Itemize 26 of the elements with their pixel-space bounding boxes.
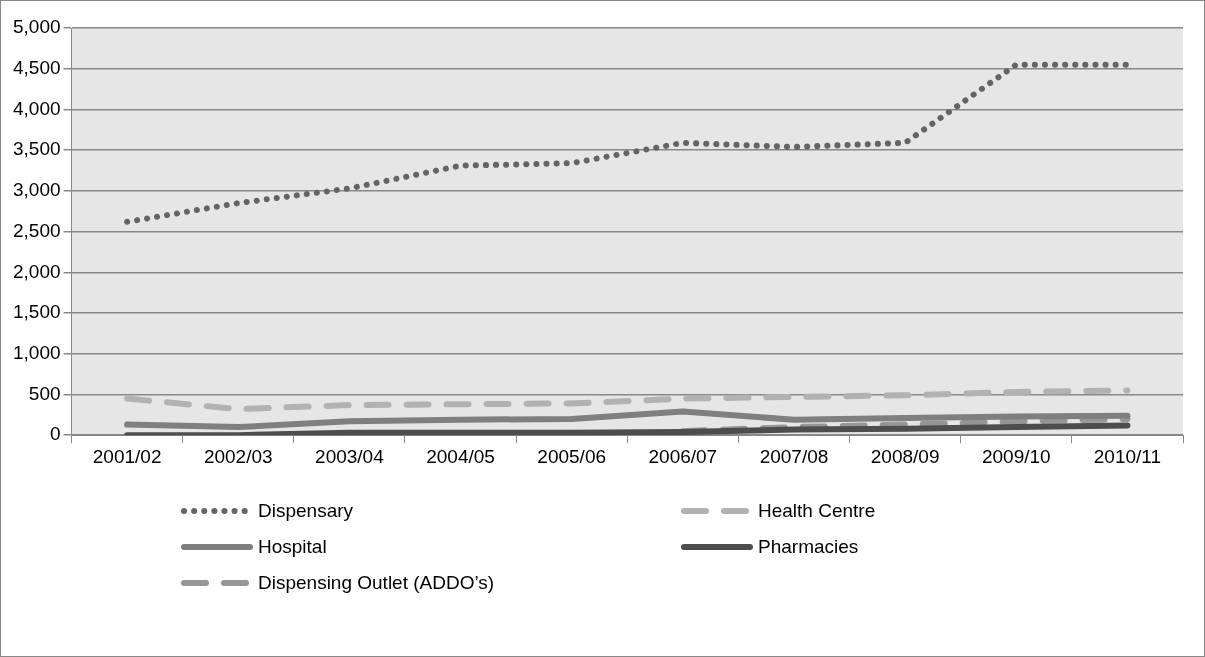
legend-label: Health Centre: [758, 500, 876, 522]
y-tick-label: 2,500: [13, 219, 61, 241]
x-tick-label: 2004/05: [426, 445, 495, 467]
y-tick-label: 1,500: [13, 301, 61, 323]
y-tick-label: 1,000: [13, 341, 61, 363]
x-tick-label: 2008/09: [870, 445, 940, 467]
x-tick-label: 2010/11: [1093, 445, 1162, 467]
x-tick-label: 2003/04: [315, 445, 385, 467]
y-tick-label: 3,500: [13, 138, 61, 160]
y-tick-label: 4,500: [13, 56, 61, 78]
y-tick-label: 500: [28, 382, 61, 404]
x-tick-label: 2006/07: [648, 445, 718, 467]
y-tick-label: 5,000: [13, 16, 61, 38]
x-tick-label: 2009/10: [981, 445, 1051, 467]
x-tick-label: 2005/06: [537, 445, 607, 467]
legend-label: Dispensary: [258, 500, 354, 522]
legend-label: Pharmacies: [758, 536, 859, 558]
y-tick-label: 3,000: [13, 179, 61, 201]
y-tick-label: 0: [49, 423, 61, 445]
x-tick-label: 2007/08: [759, 445, 829, 467]
legend-label: Dispensing Outlet (ADDO’s): [258, 572, 495, 594]
x-tick-label: 2002/03: [203, 445, 273, 467]
y-tick-label: 2,000: [13, 260, 61, 282]
y-tick-label: 4,000: [13, 97, 61, 119]
legend-label: Hospital: [258, 536, 327, 558]
x-tick-label: 2001/02: [92, 445, 162, 467]
